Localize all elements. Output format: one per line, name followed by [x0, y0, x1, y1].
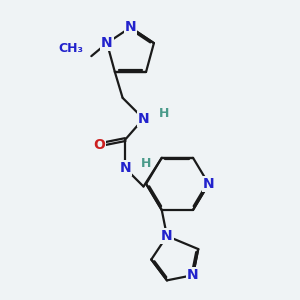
Text: H: H	[159, 107, 170, 120]
Text: N: N	[161, 229, 173, 243]
Text: N: N	[187, 268, 199, 282]
Text: N: N	[119, 161, 131, 175]
Text: H: H	[141, 157, 151, 169]
Text: N: N	[124, 20, 136, 34]
Text: O: O	[93, 138, 105, 152]
Text: N: N	[101, 36, 113, 50]
Text: CH₃: CH₃	[58, 42, 83, 55]
Text: N: N	[203, 177, 214, 191]
Text: N: N	[138, 112, 149, 126]
